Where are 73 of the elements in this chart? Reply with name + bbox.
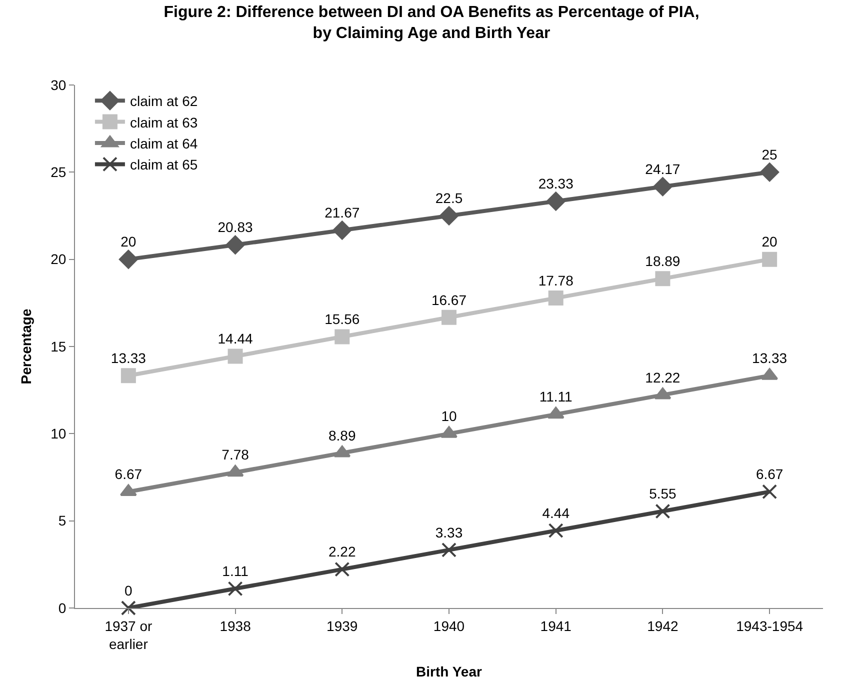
x-tick-label: 1943-1954 — [736, 618, 804, 634]
data-label: 6.67 — [114, 466, 142, 482]
point — [653, 177, 672, 196]
data-label: 7.78 — [222, 446, 250, 463]
x-tick-label: 1938 — [220, 618, 252, 634]
legend-label: claim at 64 — [130, 135, 198, 152]
point — [548, 523, 564, 538]
data-label: 20.83 — [218, 219, 254, 236]
legend-label: claim at 62 — [130, 93, 198, 110]
point — [546, 192, 566, 211]
y-tick-label: 5 — [58, 512, 66, 529]
legend-label: claim at 65 — [130, 156, 198, 173]
point — [547, 406, 564, 419]
data-label: 25 — [762, 146, 778, 163]
data-label: 4.44 — [542, 504, 570, 521]
point — [548, 290, 564, 306]
x-tick-label: 1942 — [647, 618, 678, 634]
point — [334, 562, 350, 577]
y-tick-label: 0 — [58, 600, 66, 616]
data-label: 17.78 — [538, 272, 574, 288]
x-tick-label: 1937 or earlier — [104, 618, 153, 652]
point — [760, 162, 780, 182]
x-axis-title: Birth Year — [416, 663, 482, 680]
data-label: 15.56 — [324, 311, 360, 328]
point — [442, 310, 456, 325]
data-label: 13.33 — [752, 350, 788, 366]
y-tick-label: 30 — [50, 76, 66, 93]
x-tick-label: 1939 — [326, 618, 358, 634]
data-label: 6.67 — [756, 466, 784, 482]
data-label: 14.44 — [218, 330, 254, 347]
point — [440, 206, 458, 226]
data-label: 22.5 — [435, 190, 463, 206]
data-label: 18.89 — [645, 253, 680, 270]
data-label: 5.55 — [649, 486, 677, 502]
y-tick-label: 15 — [50, 338, 66, 354]
data-label: 21.67 — [324, 204, 360, 221]
data-label: 24.17 — [645, 161, 680, 178]
point — [332, 220, 352, 240]
y-axis-title: Percentage — [18, 308, 34, 384]
data-label: 16.67 — [431, 292, 467, 308]
point — [655, 504, 670, 519]
point — [334, 329, 350, 344]
point — [762, 252, 778, 267]
data-label: 13.33 — [110, 350, 146, 366]
x-tick-label: 1940 — [433, 618, 465, 634]
y-tick-label: 10 — [50, 426, 66, 442]
point — [120, 368, 136, 384]
point — [226, 464, 244, 477]
data-label: 0 — [124, 582, 133, 598]
chart-title: Figure 2: Difference between DI and OA Benefits as Percentage of PIA, by Claiming Age and Birth Year — [164, 4, 700, 42]
data-label: 11.11 — [539, 388, 573, 405]
y-tick-label: 20 — [50, 251, 66, 268]
legend-label: claim at 63 — [130, 114, 198, 130]
data-label: 3.33 — [435, 524, 463, 540]
point — [228, 581, 243, 596]
x-tick-label: 1941 — [540, 618, 572, 634]
point — [120, 600, 136, 616]
point — [655, 271, 670, 286]
data-label: 20 — [120, 234, 136, 250]
point — [762, 484, 778, 500]
data-label: 2.22 — [328, 544, 356, 560]
data-label: 20 — [762, 234, 778, 250]
point — [228, 348, 243, 364]
point — [442, 542, 456, 558]
y-tick-label: 25 — [50, 164, 66, 180]
data-label: 1.11 — [222, 563, 249, 580]
data-label: 10 — [441, 408, 457, 424]
data-label: 12.22 — [645, 369, 680, 386]
point — [654, 387, 672, 400]
data-label: 8.89 — [328, 427, 356, 444]
point — [226, 235, 245, 254]
data-label: 23.33 — [538, 176, 574, 192]
point — [118, 250, 138, 269]
